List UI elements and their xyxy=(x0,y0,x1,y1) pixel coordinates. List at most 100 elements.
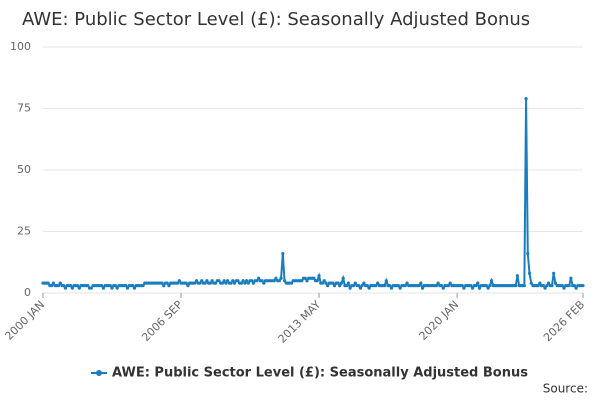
data-point xyxy=(220,281,225,285)
data-point xyxy=(177,279,181,283)
data-point xyxy=(348,286,352,290)
x-tick-label: 2006 SEP xyxy=(139,298,185,344)
data-point xyxy=(543,286,547,290)
data-point xyxy=(403,284,407,288)
data-point xyxy=(46,281,50,285)
legend-marker xyxy=(96,370,102,376)
data-point xyxy=(113,284,118,288)
data-point xyxy=(194,279,199,283)
data-point xyxy=(526,252,530,256)
data-point xyxy=(360,284,364,288)
data-point xyxy=(232,281,237,285)
data-point xyxy=(86,284,90,288)
data-point xyxy=(277,279,281,283)
data-point xyxy=(341,276,345,280)
data-point xyxy=(257,276,261,280)
data-point xyxy=(124,284,128,288)
data-point xyxy=(241,279,245,283)
data-point xyxy=(545,284,549,288)
data-point xyxy=(58,281,62,285)
data-point xyxy=(274,276,278,280)
data-point xyxy=(345,284,349,288)
data-point xyxy=(205,279,209,283)
data-point xyxy=(165,281,169,285)
data-point xyxy=(110,286,114,290)
data-point xyxy=(132,286,137,290)
data-point xyxy=(524,97,528,101)
data-point xyxy=(476,281,480,285)
data-point xyxy=(303,276,307,280)
data-point xyxy=(62,284,66,288)
data-point xyxy=(243,281,247,285)
data-point xyxy=(244,279,249,283)
data-point xyxy=(210,279,214,283)
data-point xyxy=(439,284,444,288)
data-point xyxy=(419,281,423,285)
data-point xyxy=(541,284,545,288)
data-point xyxy=(193,281,197,285)
data-point xyxy=(63,286,68,290)
data-point xyxy=(514,284,518,288)
data-point xyxy=(569,276,573,280)
data-point xyxy=(226,279,230,283)
data-point xyxy=(396,284,400,288)
x-tick-label: 2020 JAN xyxy=(417,298,462,343)
source: Source: xyxy=(543,382,588,396)
data-point xyxy=(224,281,228,285)
data-point xyxy=(527,271,532,275)
data-point xyxy=(255,279,259,283)
data-point xyxy=(552,271,556,275)
data-point xyxy=(70,286,74,290)
data-point xyxy=(184,281,188,285)
data-point xyxy=(546,281,551,285)
legend-label: AWE: Public Sector Level (£): Seasonally… xyxy=(112,366,528,381)
y-tick-label: 75 xyxy=(17,102,31,115)
x-tick-label: 2013 MAY xyxy=(276,298,324,346)
data-point xyxy=(581,284,585,288)
data-point xyxy=(484,284,488,288)
data-point xyxy=(336,281,340,285)
data-point xyxy=(213,281,218,285)
data-point xyxy=(281,252,285,256)
data-point xyxy=(324,281,328,285)
data-point xyxy=(208,281,212,285)
data-point xyxy=(89,286,93,290)
data-point xyxy=(358,286,363,290)
chart-title: AWE: Public Sector Level (£): Seasonally… xyxy=(22,9,530,30)
data-point xyxy=(115,286,119,290)
data-point xyxy=(553,281,557,285)
data-point xyxy=(469,284,473,288)
data-point xyxy=(486,286,490,290)
data-point xyxy=(262,281,266,285)
data-point xyxy=(488,284,492,288)
data-point xyxy=(362,281,366,285)
data-point xyxy=(160,281,164,285)
data-point xyxy=(231,279,235,283)
data-point xyxy=(100,284,104,288)
data-point xyxy=(470,286,475,290)
data-point xyxy=(200,279,204,283)
data-point xyxy=(332,284,337,288)
data-point xyxy=(331,281,335,285)
data-point xyxy=(536,284,540,288)
data-point xyxy=(434,284,438,288)
y-tick-label: 100 xyxy=(10,40,31,53)
data-point xyxy=(474,284,478,288)
data-point xyxy=(305,279,309,283)
data-point xyxy=(51,281,55,285)
data-point xyxy=(441,286,445,290)
data-point xyxy=(272,279,276,283)
data-point xyxy=(282,279,287,283)
data-point xyxy=(69,284,73,288)
data-point xyxy=(75,284,80,288)
data-point xyxy=(382,284,387,288)
data-point xyxy=(315,279,319,283)
data-point xyxy=(374,284,378,288)
data-point xyxy=(246,281,250,285)
data-point xyxy=(236,279,240,283)
data-point xyxy=(289,281,294,285)
data-point xyxy=(251,281,256,285)
data-point xyxy=(489,279,494,283)
data-point xyxy=(420,286,425,290)
